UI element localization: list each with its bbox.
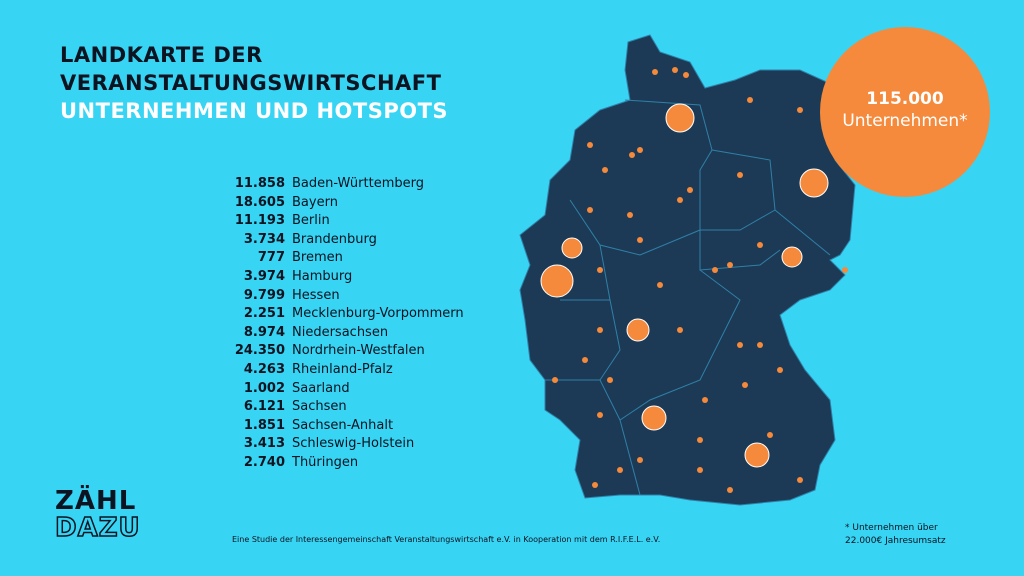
state-count: 6.121 [243, 399, 285, 415]
state-row: 777 Bremen [180, 250, 520, 268]
state-name: Brandenburg [292, 231, 377, 247]
title-line: VERANSTALTUNGSWIRTSCHAFT [60, 71, 442, 95]
state-row: 3.974 Hamburg [180, 269, 520, 287]
state-row: 24.350 Nordrhein-Westfalen [180, 343, 520, 361]
state-row: 4.263 Rheinland-Pfalz [180, 362, 520, 380]
state-name: Rheinland-Pfalz [292, 362, 393, 377]
state-row: 2.740 Thüringen [180, 455, 520, 473]
state-count: 1.002 [243, 380, 285, 396]
state-name: Thüringen [292, 455, 359, 470]
state-name: Nordrhein-Westfalen [292, 343, 425, 359]
footnote-line: 22.000€ Jahresumsatz [845, 536, 946, 546]
state-row: 11.858 Baden-Württemberg [180, 176, 520, 194]
total-badge [820, 27, 990, 197]
title-line: LANDKARTE DER [60, 43, 263, 67]
logo: ZÄHL DAZU [54, 486, 141, 543]
germany-map [519, 34, 856, 506]
state-count: 9.799 [243, 287, 285, 303]
state-row: 9.799 Hessen [180, 288, 520, 306]
state-row: 3.413 Schleswig-Holstein [180, 436, 520, 454]
state-count: 3.974 [243, 269, 285, 284]
state-name: Hamburg [292, 269, 353, 284]
logo-line: ZÄHL [55, 486, 137, 516]
state-count: 1.851 [243, 417, 285, 433]
subtitle: UNTERNEHMEN UND HOTSPOTS [60, 99, 449, 123]
state-name: Sachsen [292, 399, 347, 415]
state-row: 18.605 Bayern [180, 195, 520, 213]
state-count: 2.740 [243, 455, 285, 470]
state-name: Bremen [292, 250, 343, 266]
state-count: 11.858 [234, 176, 285, 191]
state-row: 1.851 Sachsen-Anhalt [180, 418, 520, 436]
state-name: Saarland [292, 380, 350, 396]
state-name: Bayern [292, 194, 338, 210]
badge-value: 115.000 [866, 89, 944, 109]
badge-label: Unternehmen* [842, 111, 968, 131]
state-count: 777 [257, 250, 285, 266]
state-count: 3.734 [243, 231, 285, 247]
state-row: 6.121 Sachsen [180, 399, 520, 417]
state-name: Berlin [292, 213, 330, 229]
state-name: Niedersachsen [292, 324, 389, 340]
state-count: 2.251 [243, 306, 285, 322]
footnote-line: * Unternehmen über [845, 523, 938, 533]
state-count: 24.350 [234, 343, 285, 359]
state-name: Mecklenburg-Vorpommern [292, 306, 464, 322]
state-name: Hessen [292, 287, 340, 303]
state-name: Sachsen-Anhalt [292, 417, 394, 433]
footnote: * Unternehmen über 22.000€ Jahresumsatz [845, 522, 946, 548]
state-count: 3.413 [243, 436, 285, 452]
state-row: 1.002 Saarland [180, 381, 520, 399]
state-row: 8.974 Niedersachsen [180, 325, 520, 343]
state-count: 4.263 [243, 362, 285, 377]
state-name: Baden-Württemberg [292, 176, 424, 191]
study-note: Eine Studie der Interessengemeinschaft V… [232, 535, 661, 544]
state-count: 18.605 [234, 194, 285, 210]
badge-text: 115.000 Unternehmen* [820, 88, 990, 132]
logo-line: DAZU [54, 513, 141, 543]
state-name: Schleswig-Holstein [292, 436, 415, 452]
state-row: 3.734 Brandenburg [180, 232, 520, 250]
state-count: 8.974 [243, 324, 285, 340]
state-row: 2.251 Mecklenburg-Vorpommern [180, 306, 520, 324]
state-count: 11.193 [234, 213, 285, 229]
state-row: 11.193 Berlin [180, 213, 520, 231]
hotspots [540, 67, 848, 493]
